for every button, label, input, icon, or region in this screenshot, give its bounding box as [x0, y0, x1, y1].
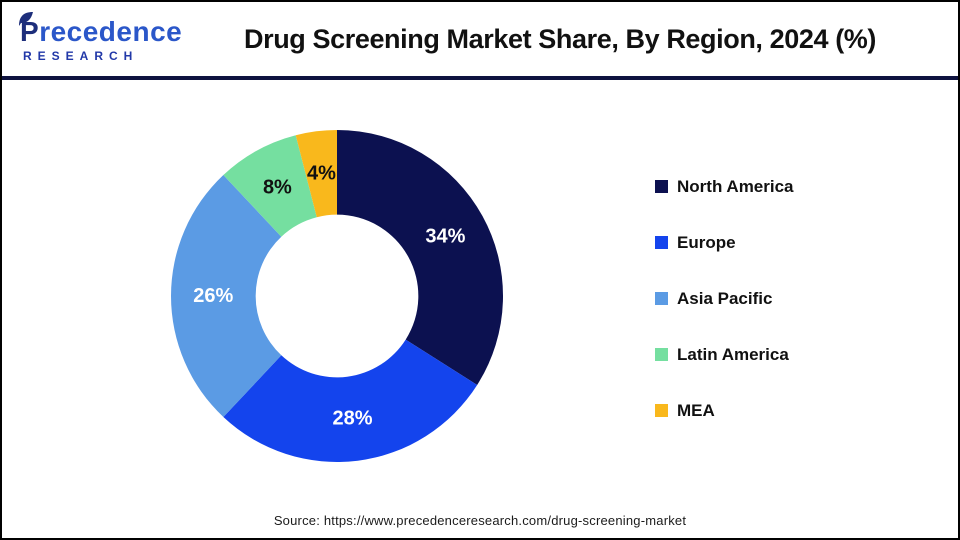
header: Precedence RESEARCH Drug Screening Marke…	[2, 2, 958, 80]
precedence-research-logo: Precedence RESEARCH	[19, 11, 190, 63]
slice-value-label: 8%	[263, 177, 292, 199]
legend-label: Europe	[677, 232, 736, 252]
donut-chart: 34% 28% 26% 8% 4%	[171, 130, 504, 462]
legend: North America Europe Asia Pacific Latin Ame…	[655, 176, 794, 458]
legend-label: Asia Pacific	[677, 288, 773, 308]
legend-swatch	[655, 236, 668, 249]
donut-value-labels: 34% 28% 26% 8% 4%	[193, 162, 465, 429]
donut-slice	[223, 339, 478, 462]
donut-slice	[295, 130, 337, 218]
legend-label: North America	[677, 176, 794, 196]
legend-item: MEA	[655, 400, 794, 420]
legend-label: MEA	[677, 400, 715, 420]
legend-item: Asia Pacific	[655, 288, 794, 308]
legend-swatch	[655, 292, 668, 305]
legend-item: Europe	[655, 232, 794, 252]
legend-swatch	[655, 404, 668, 417]
slice-value-label: 4%	[307, 162, 336, 184]
leaf-icon	[18, 11, 34, 27]
donut-slice	[337, 130, 504, 385]
logo-wordmark: Precedence	[20, 15, 183, 47]
legend-swatch	[655, 180, 668, 193]
legend-item: Latin America	[655, 344, 794, 364]
slice-value-label: 26%	[193, 285, 233, 307]
slice-value-label: 28%	[332, 408, 372, 430]
chart-title: Drug Screening Market Share, By Region, …	[244, 23, 876, 54]
logo-subtitle: RESEARCH	[23, 48, 139, 63]
source-text: Source: https://www.precedenceresearch.c…	[273, 513, 687, 528]
legend-swatch	[655, 348, 668, 361]
chart-area: 34% 28% 26% 8% 4% North America Europe Asia Pa…	[2, 84, 958, 538]
donut-slices	[171, 130, 504, 462]
slice-value-label: 34%	[425, 225, 465, 247]
donut-slice	[171, 174, 282, 418]
donut-slice	[223, 135, 317, 237]
legend-item: North America	[655, 176, 794, 196]
legend-label: Latin America	[677, 344, 789, 364]
